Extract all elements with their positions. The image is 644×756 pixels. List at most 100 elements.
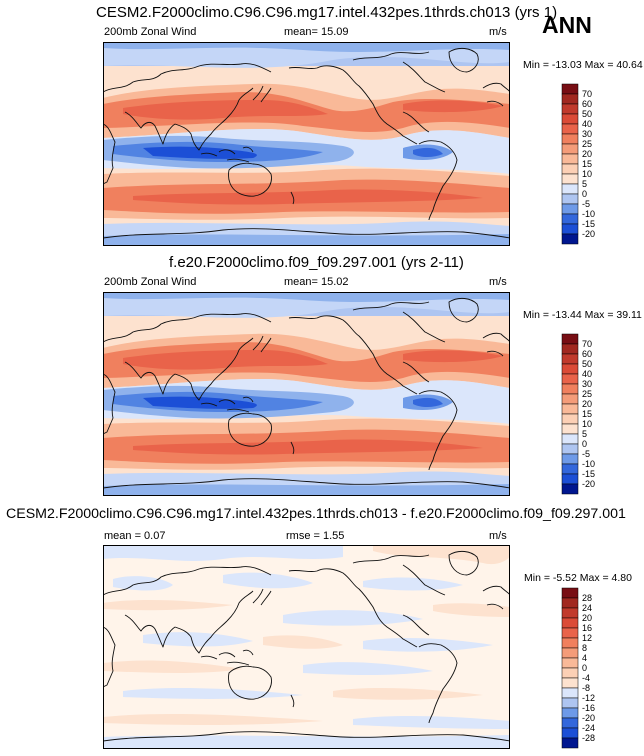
- colorbar-swatch: [561, 333, 579, 345]
- colorbar-tick-label: 28: [582, 593, 592, 603]
- colorbar-tick-label: -5: [582, 449, 590, 459]
- colorbar-tick-label: -20: [582, 479, 595, 489]
- panel3-rmse-label: rmse = 1.55: [286, 530, 345, 542]
- colorbar-swatch: [561, 463, 579, 475]
- colorbar-tick-label: 20: [582, 613, 592, 623]
- colorbar-swatch: [561, 647, 579, 659]
- colorbar-swatch: [561, 223, 579, 235]
- panel1-mean-label: mean= 15.09: [284, 26, 349, 38]
- colorbar-swatch: [561, 133, 579, 145]
- panel3-map: [103, 545, 510, 749]
- colorbar-tick-label: -10: [582, 209, 595, 219]
- colorbar-tick-label: 4: [582, 653, 587, 663]
- panel2-units-label: m/s: [489, 276, 507, 288]
- colorbar-swatch: [561, 193, 579, 205]
- colorbar-tick-label: 5: [582, 179, 587, 189]
- colorbar-swatch: [561, 213, 579, 225]
- colorbar-swatch: [561, 363, 579, 375]
- colorbar-tick-label: 40: [582, 119, 592, 129]
- colorbar-swatch: [561, 143, 579, 155]
- colorbar-tick-label: 15: [582, 409, 592, 419]
- colorbar-swatch: [561, 473, 579, 485]
- colorbar-swatch: [561, 183, 579, 195]
- colorbar-tick-label: 30: [582, 379, 592, 389]
- colorbar-swatch: [561, 697, 579, 709]
- colorbar-swatch: [561, 83, 579, 95]
- colorbar-tick-label: 25: [582, 139, 592, 149]
- colorbar-tick-label: 10: [582, 419, 592, 429]
- colorbar-swatch: [561, 173, 579, 185]
- colorbar-swatch: [561, 373, 579, 385]
- colorbar-swatch: [561, 443, 579, 455]
- colorbar-tick-label: 10: [582, 169, 592, 179]
- colorbar-tick-label: 20: [582, 399, 592, 409]
- colorbar-swatch: [561, 627, 579, 639]
- colorbar-tick-label: 12: [582, 633, 592, 643]
- colorbar-tick-label: 70: [582, 339, 592, 349]
- colorbar-swatch: [561, 657, 579, 669]
- colorbar-tick-label: -28: [582, 733, 595, 743]
- panel3-units-label: m/s: [489, 530, 507, 542]
- colorbar-tick-label: -20: [582, 229, 595, 239]
- colorbar-swatch: [561, 93, 579, 105]
- colorbar-swatch: [561, 413, 579, 425]
- panel1-variable-label: 200mb Zonal Wind: [104, 26, 197, 38]
- colorbar-swatch: [561, 353, 579, 365]
- colorbar-tick-label: 60: [582, 99, 592, 109]
- colorbar-tick-label: 8: [582, 643, 587, 653]
- colorbar-tick-label: -12: [582, 693, 595, 703]
- colorbar-tick-label: 24: [582, 603, 592, 613]
- panel2-mean-label: mean= 15.02: [284, 276, 349, 288]
- panel3-minmax-label: Min = -5.52 Max = 4.80: [524, 572, 632, 584]
- colorbar-swatch: [561, 667, 579, 679]
- colorbar-tick-label: -5: [582, 199, 590, 209]
- colorbar-tick-label: -16: [582, 703, 595, 713]
- colorbar-swatch: [561, 617, 579, 629]
- colorbar-swatch: [561, 483, 579, 495]
- panel2-map: [103, 292, 510, 496]
- colorbar-tick-label: 30: [582, 129, 592, 139]
- colorbar-swatch: [561, 687, 579, 699]
- colorbar-tick-label: 50: [582, 109, 592, 119]
- colorbar-tick-label: 16: [582, 623, 592, 633]
- panel1-units-label: m/s: [489, 26, 507, 38]
- colorbar-tick-label: 40: [582, 369, 592, 379]
- colorbar-swatch: [561, 163, 579, 175]
- colorbar-tick-label: 25: [582, 389, 592, 399]
- colorbar-tick-label: 50: [582, 359, 592, 369]
- colorbar-tick-label: 15: [582, 159, 592, 169]
- colorbar-swatch: [561, 153, 579, 165]
- colorbar-swatch: [561, 727, 579, 739]
- panel2-minmax-label: Min = -13.44 Max = 39.11: [523, 309, 642, 321]
- colorbar-swatch: [561, 433, 579, 445]
- colorbar-swatch: [561, 607, 579, 619]
- colorbar-tick-label: -15: [582, 219, 595, 229]
- colorbar-swatch: [561, 383, 579, 395]
- colorbar-swatch: [561, 423, 579, 435]
- colorbar-tick-label: -20: [582, 713, 595, 723]
- season-label: ANN: [542, 12, 592, 38]
- colorbar-tick-label: 0: [582, 189, 587, 199]
- panel2-variable-label: 200mb Zonal Wind: [104, 276, 197, 288]
- colorbar-tick-label: 20: [582, 149, 592, 159]
- colorbar-swatch: [561, 403, 579, 415]
- panel3-title: CESM2.F2000climo.C96.C96.mg17.intel.432p…: [6, 506, 626, 522]
- panel2-title: f.e20.F2000climo.f09_f09.297.001 (yrs 2-…: [169, 254, 464, 271]
- panel3-mean-label: mean = 0.07: [104, 530, 166, 542]
- colorbar-swatch: [561, 587, 579, 599]
- colorbar-tick-label: 0: [582, 663, 587, 673]
- colorbar-swatch: [561, 343, 579, 355]
- colorbar-tick-label: 60: [582, 349, 592, 359]
- panel1-title: CESM2.F2000climo.C96.C96.mg17.intel.432p…: [96, 4, 558, 21]
- colorbar-swatch: [561, 637, 579, 649]
- colorbar-swatch: [561, 103, 579, 115]
- colorbar-swatch: [561, 203, 579, 215]
- colorbar-swatch: [561, 123, 579, 135]
- panel1-minmax-label: Min = -13.03 Max = 40.64: [523, 59, 643, 71]
- colorbar-tick-label: -8: [582, 683, 590, 693]
- colorbar-tick-label: 5: [582, 429, 587, 439]
- colorbar-swatch: [561, 113, 579, 125]
